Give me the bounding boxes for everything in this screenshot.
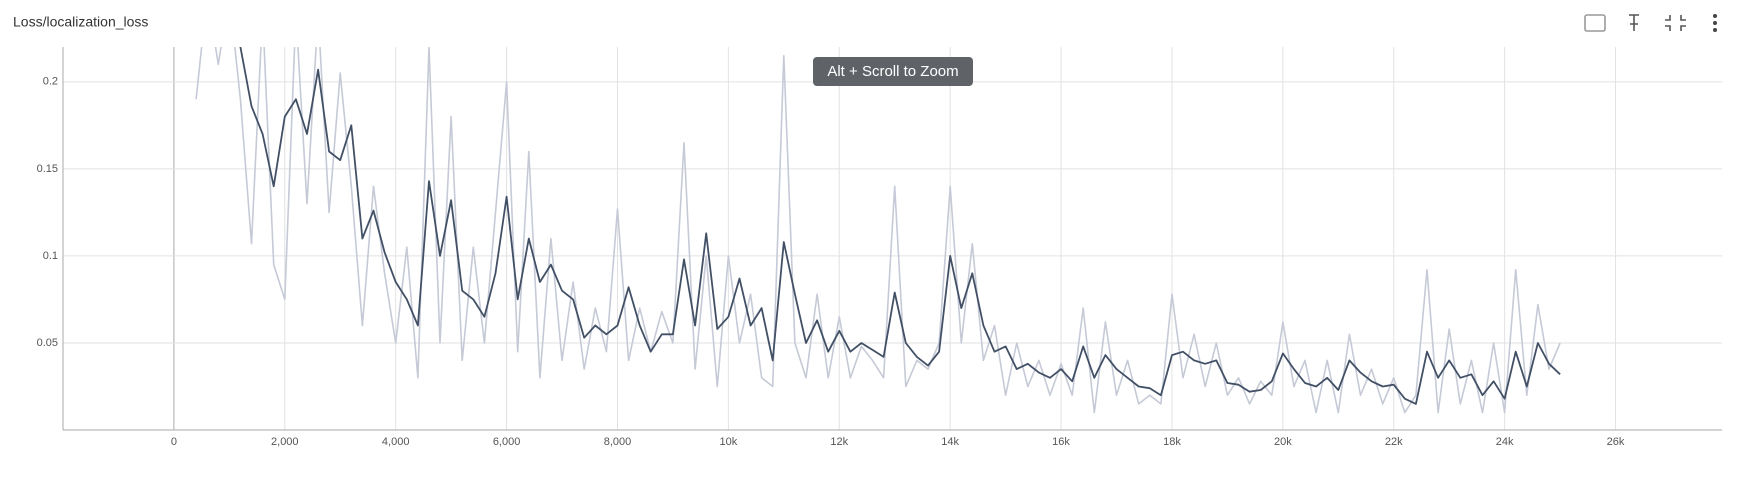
x-tick-label: 0 [171,436,177,448]
x-tick-label: 4,000 [382,436,410,448]
x-tick-label: 24k [1496,436,1514,448]
x-tick-label: 12k [830,436,848,448]
x-tick-label: 26k [1607,436,1625,448]
chart-title: Loss/localization_loss [13,14,148,30]
y-tick-label: 0.2 [43,76,58,88]
plot [195,47,1561,414]
x-tick-label: 6,000 [493,436,521,448]
tick-labels: 0 2,000 4,000 6,000 8,000 10k 12k 14k 16k 18k 20k 2… [37,76,1625,448]
x-tick-label: 16k [1052,436,1070,448]
y-tick-label: 0.1 [43,250,58,262]
y-tick-label: 0.15 [37,163,58,175]
tooltip-text: Alt + Scroll to Zoom [827,63,958,80]
x-tick-label: 18k [1163,436,1181,448]
x-tick-label: 10k [719,436,737,448]
collapse-icon[interactable] [1665,15,1686,31]
x-tick-label: 14k [941,436,959,448]
y-tick-label: 0.05 [37,337,58,349]
tooltip-box [813,57,973,86]
x-tick-label: 20k [1274,436,1292,448]
toolbar [1584,14,1717,32]
x-tick-label: 2,000 [271,436,299,448]
line [195,47,1561,414]
menu-icon[interactable] [1713,14,1717,32]
x-tick-label: 8,000 [604,436,632,448]
pin-icon[interactable] [1629,14,1639,31]
fit-icon[interactable] [1584,14,1606,32]
zoom-tooltip: Alt + Scroll to Zoom [813,57,973,86]
line [239,47,1561,405]
x-tick-label: 22k [1385,436,1403,448]
